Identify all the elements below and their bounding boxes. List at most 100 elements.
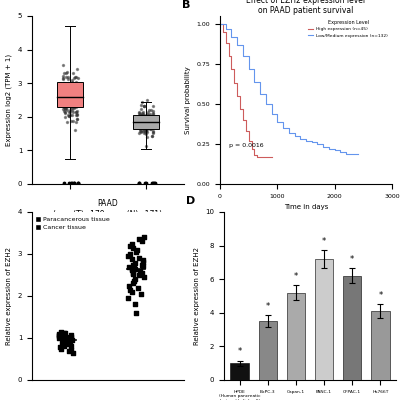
Point — [61, 86, 68, 93]
Point — [61, 99, 67, 106]
Point — [150, 123, 156, 129]
Point — [68, 180, 74, 186]
Point — [149, 120, 156, 127]
Point — [61, 87, 68, 93]
Point — [137, 125, 144, 131]
Point — [64, 341, 70, 348]
Point — [142, 122, 148, 128]
Point — [138, 118, 145, 124]
Point — [67, 338, 73, 344]
Point — [68, 100, 75, 106]
Point — [140, 118, 146, 124]
Point — [68, 99, 74, 106]
Point — [65, 76, 72, 82]
Point — [67, 112, 74, 118]
Point — [60, 180, 67, 186]
Point — [142, 142, 149, 149]
Point — [59, 73, 66, 80]
Point — [143, 114, 150, 121]
Point — [70, 85, 76, 92]
Point — [63, 102, 69, 109]
Title: Effect of EZH2 expression level
on PAAD patient survival: Effect of EZH2 expression level on PAAD … — [246, 0, 366, 15]
Point — [63, 100, 70, 106]
Point — [66, 84, 72, 90]
Point — [137, 126, 144, 132]
Point — [141, 120, 148, 126]
Point — [148, 115, 154, 122]
Point — [60, 336, 66, 342]
Point — [71, 104, 77, 110]
Point — [69, 101, 75, 108]
Point — [138, 261, 145, 268]
Point — [148, 124, 154, 130]
Point — [136, 116, 143, 122]
Point — [144, 119, 151, 126]
Y-axis label: Relative expression of EZH2: Relative expression of EZH2 — [6, 247, 12, 345]
Point — [137, 120, 143, 127]
Point — [142, 129, 148, 135]
Point — [140, 124, 147, 130]
Point — [70, 90, 76, 96]
Point — [144, 118, 150, 125]
Point — [144, 111, 150, 117]
Point — [139, 115, 146, 122]
Point — [145, 114, 151, 120]
Point — [140, 109, 146, 116]
Point — [136, 112, 142, 118]
Point — [65, 101, 71, 107]
Point — [143, 117, 149, 123]
Point — [70, 350, 77, 356]
Point — [67, 83, 74, 90]
Point — [140, 124, 146, 131]
Point — [71, 90, 77, 96]
Point — [143, 128, 150, 134]
Point — [64, 87, 70, 94]
Point — [72, 81, 79, 88]
Point — [65, 88, 72, 95]
Point — [136, 114, 143, 120]
Point — [139, 114, 145, 120]
Point — [146, 123, 153, 129]
Point — [73, 112, 79, 118]
Point — [64, 106, 70, 113]
Point — [62, 87, 68, 93]
Point — [71, 96, 77, 103]
Point — [142, 116, 148, 123]
Point — [146, 114, 152, 120]
Point — [62, 338, 68, 344]
Point — [72, 96, 79, 102]
Point — [60, 92, 66, 99]
Point — [74, 100, 80, 106]
Point — [125, 253, 131, 259]
Point — [72, 96, 78, 103]
Point — [63, 74, 69, 80]
Point — [146, 119, 152, 125]
Point — [138, 112, 144, 118]
Point — [69, 77, 75, 83]
Point — [152, 180, 158, 186]
Point — [69, 111, 75, 118]
Point — [147, 118, 154, 124]
Text: *: * — [378, 291, 383, 300]
Point — [148, 106, 154, 113]
Point — [62, 82, 68, 88]
Point — [138, 106, 144, 112]
Point — [68, 90, 74, 96]
Point — [68, 95, 74, 102]
Point — [137, 268, 144, 274]
Point — [136, 110, 143, 116]
Point — [146, 118, 153, 124]
Point — [137, 128, 143, 134]
Point — [62, 102, 68, 108]
Point — [66, 102, 73, 109]
Point — [70, 80, 76, 87]
Point — [60, 62, 66, 68]
Point — [146, 113, 152, 119]
Point — [140, 128, 146, 134]
Point — [140, 115, 146, 121]
Point — [147, 126, 153, 132]
Point — [147, 126, 154, 132]
Point — [137, 118, 143, 124]
Point — [149, 120, 156, 126]
Point — [69, 107, 75, 113]
